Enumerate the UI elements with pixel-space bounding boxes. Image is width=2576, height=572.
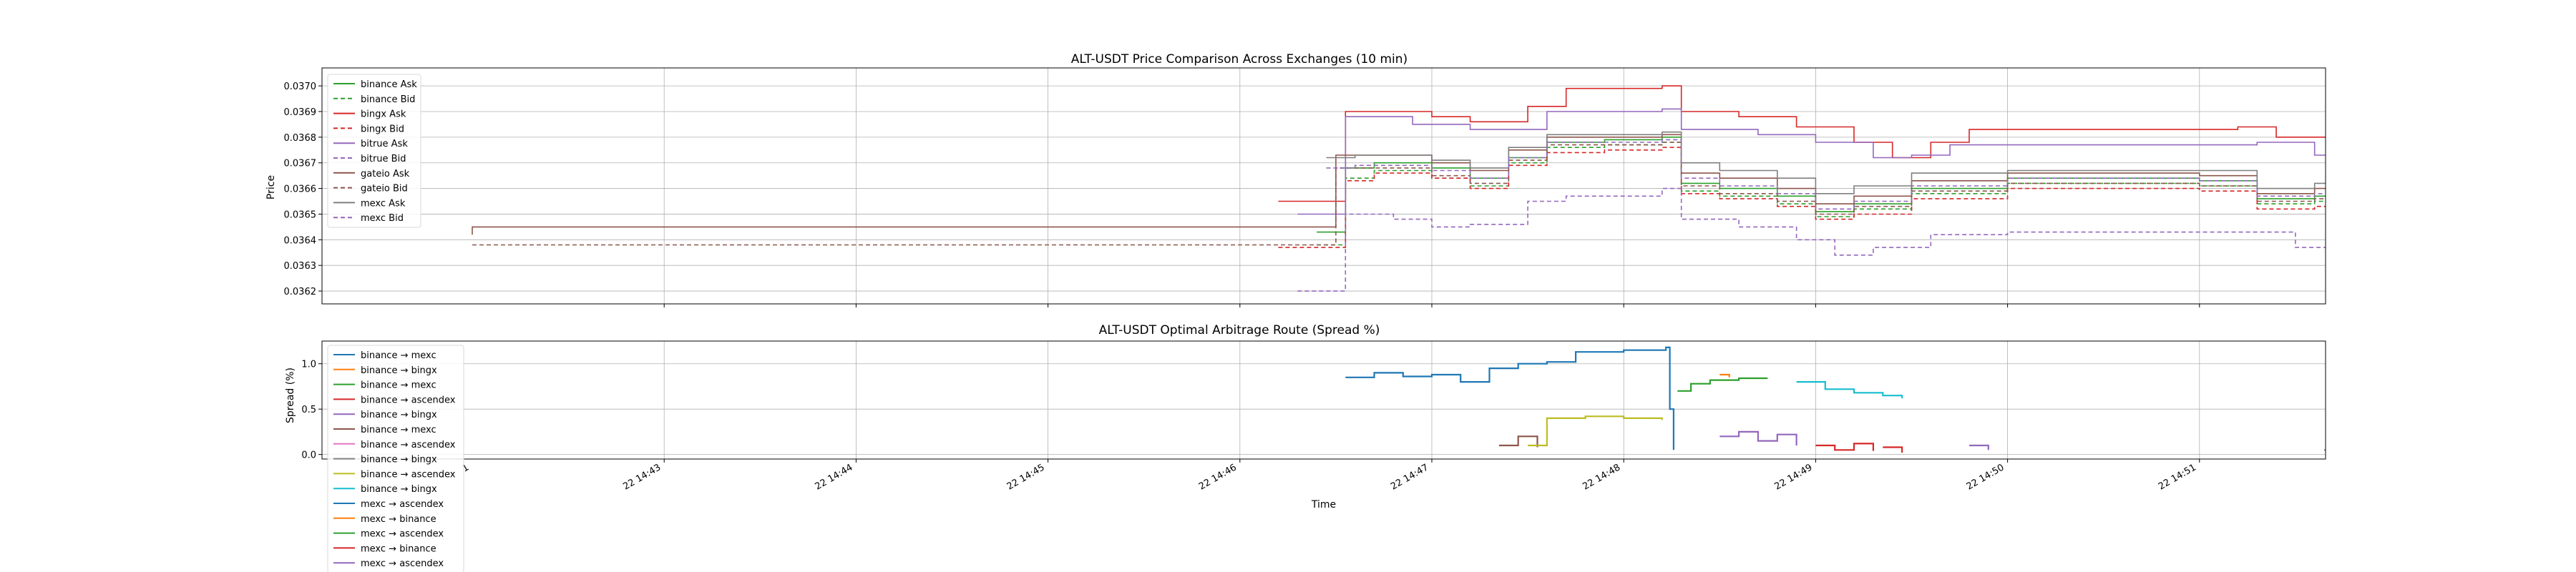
series-line-binance-to-mexc xyxy=(1345,346,1674,450)
series-line-mexc-to-binance xyxy=(1883,446,1903,453)
price-chart: ALT-USDT Price Comparison Across Exchang… xyxy=(265,52,2326,307)
legend-entry: binance → bingx xyxy=(361,484,437,495)
legend-entry: bitrue Ask xyxy=(361,139,408,149)
legend-entry: mexc Ask xyxy=(361,198,406,209)
legend-entry: binance → bingx xyxy=(361,455,437,465)
series-line-binance-to-bingx xyxy=(1796,381,1903,398)
price-chart-ylabel: Price xyxy=(265,175,277,199)
series-line-binance-to-bingx xyxy=(1719,373,1730,378)
y-tick-label: 0.5 xyxy=(301,405,316,415)
spread-chart-xlabel: Time xyxy=(1311,499,1336,511)
legend-entry: bingx Ask xyxy=(361,109,406,120)
y-tick-label: 0.0 xyxy=(301,450,316,461)
x-tick-label: 22 14:45 xyxy=(1005,462,1047,492)
spread-chart-legend: binance → mexc binance → bingx binance → m… xyxy=(327,345,464,572)
y-tick-label: 0.0365 xyxy=(284,209,317,220)
legend-entry: binance → ascendex xyxy=(361,469,456,480)
y-tick-label: 0.0368 xyxy=(284,133,317,144)
x-tick-label: 22 14:49 xyxy=(1773,462,1815,492)
legend-entry: binance Ask xyxy=(361,79,417,90)
spread-chart: ALT-USDT Optimal Arbitrage Route (Spread… xyxy=(285,323,2516,572)
price-chart-grid xyxy=(322,68,2326,304)
price-chart-legend: binance Ask binance Bid bingx Ask bingx Bid… xyxy=(327,74,421,228)
series-line-mexc-to-ascendex xyxy=(1969,444,1989,450)
y-tick-label: 1.0 xyxy=(301,360,316,370)
legend-entry: mexc → ascendex xyxy=(361,529,444,540)
series-line-binance-to-bingx xyxy=(2324,449,2326,451)
series-line-binance-to-mexc xyxy=(1677,377,1768,392)
price-chart-title: ALT-USDT Price Comparison Across Exchang… xyxy=(1071,52,1407,66)
x-tick-label: 22 14:47 xyxy=(1389,462,1430,492)
y-tick-label: 0.0362 xyxy=(284,287,317,297)
legend-entry: bingx Bid xyxy=(361,124,404,134)
series-line-bitrue-ask xyxy=(1297,108,2326,215)
legend-entry: binance → mexc xyxy=(361,425,436,435)
price-chart-frame xyxy=(321,67,2326,305)
series-line-binance-to-mexc xyxy=(1498,435,1538,448)
price-chart-series xyxy=(472,85,2326,292)
x-tick-label: 22 14:48 xyxy=(1581,462,1622,492)
legend-entry: binance → ascendex xyxy=(361,440,456,450)
spread-chart-frame xyxy=(321,340,2326,460)
price-chart-y-ticks: 0.0362 0.0363 0.0364 0.0365 0.0366 0.0367 0.03… xyxy=(284,82,2200,307)
legend-box xyxy=(327,74,421,228)
spread-chart-ylabel: Spread (%) xyxy=(285,368,296,423)
spread-chart-ticks: 0.0 0.5 1.0 22 14:43 22 14:44 22 14:45 22 14:4… xyxy=(301,360,2200,493)
spread-chart-grid xyxy=(322,341,2326,459)
legend-entry: mexc → binance xyxy=(361,543,436,554)
series-line-bingx-ask xyxy=(1278,85,2326,202)
series-line-binance-bid xyxy=(1317,142,2326,246)
legend-entry: mexc → ascendex xyxy=(361,558,444,569)
y-tick-label: 0.0367 xyxy=(284,159,317,169)
series-line-gateio-ask xyxy=(472,134,2326,235)
legend-entry: bitrue Bid xyxy=(361,154,406,164)
legend-entry: gateio Ask xyxy=(361,169,410,179)
x-tick-label: 22 14:43 xyxy=(621,462,663,492)
y-tick-label: 0.0364 xyxy=(284,235,317,246)
series-line-bitrue-bid xyxy=(1297,187,2326,292)
legend-entry: binance → mexc xyxy=(361,380,436,391)
series-line-binance-to-bingx xyxy=(1719,430,1797,445)
y-tick-label: 0.0366 xyxy=(284,184,317,195)
series-line-binance-to-ascendex xyxy=(1528,415,1663,447)
legend-entry: mexc → binance xyxy=(361,514,436,525)
y-tick-label: 0.0370 xyxy=(284,82,317,92)
series-line-binance-ask xyxy=(1317,137,2326,233)
spread-chart-title: ALT-USDT Optimal Arbitrage Route (Spread… xyxy=(1099,323,1380,337)
x-tick-label: 22 14:46 xyxy=(1197,462,1239,492)
spread-chart-series xyxy=(1345,346,2516,453)
series-line-mexc-to-ascendex xyxy=(2420,428,2429,432)
x-tick-label: 22 14:50 xyxy=(1965,462,2006,492)
series-line-binance-to-ascendex xyxy=(1815,443,1874,451)
x-tick-label: 22 14:44 xyxy=(814,462,855,492)
legend-entry: binance → ascendex xyxy=(361,395,456,405)
legend-entry: binance → bingx xyxy=(361,410,437,420)
legend-entry: binance → mexc xyxy=(361,350,436,361)
legend-entry: mexc Bid xyxy=(361,213,404,224)
series-line-mexc-to-ascendex xyxy=(2468,432,2516,436)
legend-entry: mexc → ascendex xyxy=(361,499,444,510)
series-line-gateio-bid xyxy=(472,142,2326,246)
x-tick-label: 22 14:51 xyxy=(2157,462,2198,492)
series-line-binance-to-ascendex xyxy=(2363,436,2372,438)
legend-entry: binance → bingx xyxy=(361,365,437,376)
legend-entry: gateio Bid xyxy=(361,184,408,194)
y-tick-label: 0.0369 xyxy=(284,107,317,118)
legend-entry: binance Bid xyxy=(361,94,415,105)
series-line-mexc-to-binance xyxy=(2439,414,2459,418)
series-line-bingx-bid xyxy=(1278,147,2326,248)
legend-box xyxy=(327,345,464,572)
y-tick-label: 0.0363 xyxy=(284,261,317,272)
